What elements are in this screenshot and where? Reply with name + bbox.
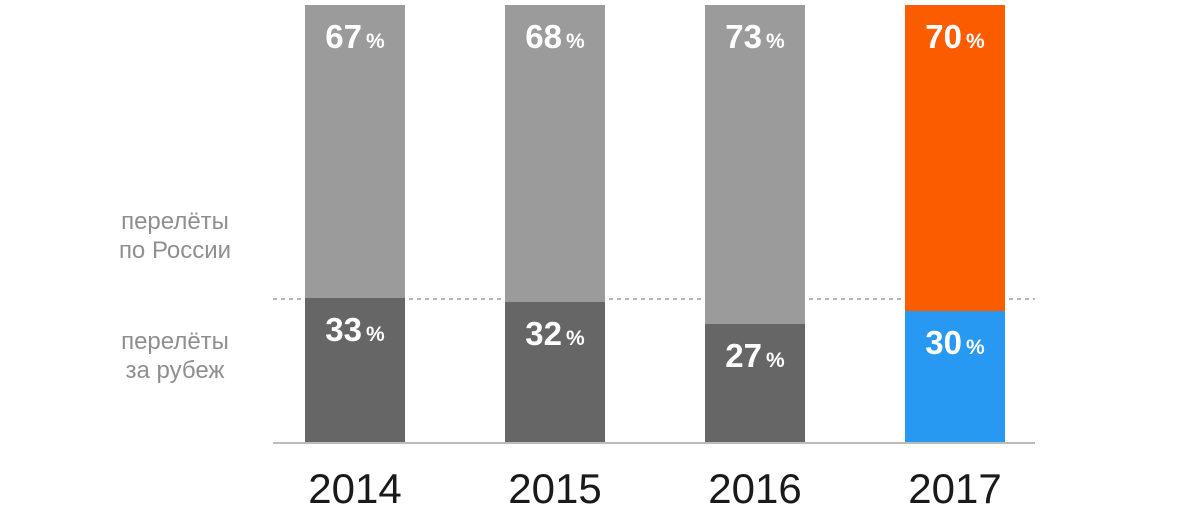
value-number: 70 [925,18,963,55]
x-axis-labels: 2014 2015 2016 2017 [255,468,1055,510]
value-percent-sign: % [966,30,985,53]
series-label-abroad-line1: перелёты [121,328,229,355]
value-number: 30 [925,323,963,361]
series-label-abroad: перелёты за рубеж [90,327,260,385]
value-number: 32 [525,315,563,353]
value-number: 27 [725,337,763,374]
stacked-bar-2015: 68% 32% [505,5,605,442]
bar-segment-top: 70% [905,5,1005,311]
plot-area: 67% 33% 68% 32% 73% 27% 70% 30% [255,5,1055,442]
year-label-2015: 2015 [508,465,602,512]
bar-column-2017: 70% 30% [855,5,1055,442]
value-percent-sign: % [366,322,385,346]
value-label-bottom: 30% [905,326,1005,359]
year-label-2014: 2014 [308,465,402,512]
value-label-top: 67% [305,20,405,53]
bar-segment-top: 67% [305,5,405,298]
value-label-top: 73% [705,20,805,53]
series-label-domestic-line1: перелёты [121,208,229,235]
bar-column-2014: 67% 33% [255,5,455,442]
bar-segment-top: 68% [505,5,605,303]
bar-segment-bottom: 32% [505,302,605,442]
value-number: 73 [725,18,763,55]
guideline-dashed [273,298,1035,300]
stacked-bar-2017: 70% 30% [905,5,1005,442]
stacked-bar-2016: 73% 27% [705,5,805,442]
stacked-bar-2014: 67% 33% [305,5,405,442]
value-label-bottom: 33% [305,313,405,346]
year-label-2016: 2016 [708,465,802,512]
value-percent-sign: % [366,30,385,53]
series-label-domestic: перелёты по России [90,207,260,265]
value-percent-sign: % [966,335,985,359]
bar-column-2015: 68% 32% [455,5,655,442]
value-percent-sign: % [766,349,785,372]
value-label-bottom: 27% [705,339,805,372]
x-axis-line [273,442,1035,444]
value-percent-sign: % [566,30,585,53]
bar-segment-bottom: 33% [305,297,405,442]
value-number: 68 [525,18,563,55]
value-number: 67 [325,18,363,55]
value-label-bottom: 32% [505,317,605,350]
year-label-2017: 2017 [908,465,1002,512]
series-label-domestic-line2: по России [118,237,232,264]
value-percent-sign: % [766,30,785,53]
value-number: 33 [325,310,363,348]
bar-segment-bottom: 30% [905,310,1005,442]
value-percent-sign: % [566,327,585,351]
series-label-abroad-line2: за рубеж [125,357,225,384]
value-label-top: 70% [905,20,1005,53]
value-label-top: 68% [505,20,605,53]
bar-segment-top: 73% [705,5,805,324]
bar-column-2016: 73% 27% [655,5,855,442]
bar-segment-bottom: 27% [705,324,805,442]
